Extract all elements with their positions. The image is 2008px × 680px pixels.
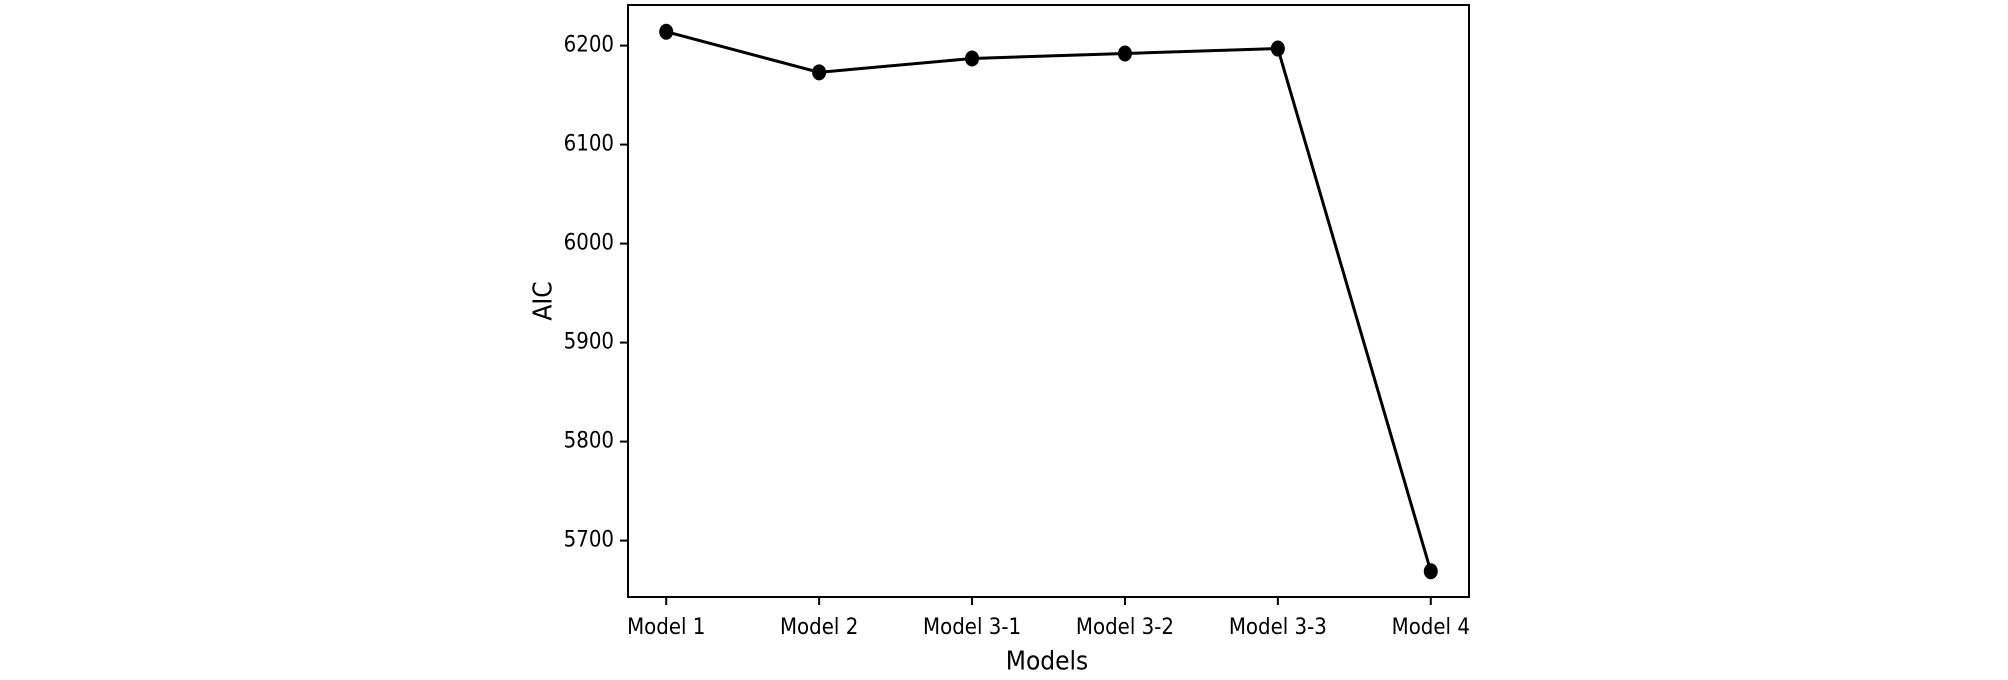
x-axis-label: Models [1006,647,1088,677]
y-tick-label: 5800 [564,429,614,454]
x-tick-label: Model 1 [627,615,705,640]
x-tick-label: Model 3-1 [923,615,1021,640]
marker [1117,45,1132,62]
x-tick-label: Model 3-3 [1229,615,1327,640]
marker [965,50,980,67]
marker [1270,40,1285,57]
plot-frame [627,4,1470,598]
y-tick-label: 6000 [564,231,614,256]
y-axis-label: AIC [529,281,559,320]
y-tick-label: 5900 [564,330,614,355]
y-tick-label: 6200 [564,33,614,58]
x-tick-label: Model 3-2 [1076,615,1174,640]
marker [812,64,827,81]
x-tick-label: Model 2 [780,615,858,640]
marker [1423,563,1438,580]
line [665,30,1433,572]
marker [659,23,674,40]
y-tick-label: 5700 [564,528,614,553]
x-tick-label: Model 4 [1392,615,1470,640]
y-tick-label: 6100 [564,132,614,157]
